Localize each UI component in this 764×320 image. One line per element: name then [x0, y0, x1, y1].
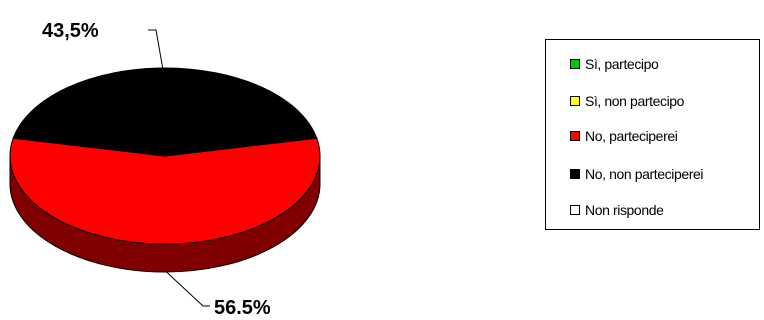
legend-item-si-non-partecipo: Sì, non partecipo	[570, 91, 684, 111]
legend-item-non-risponde: Non risponde	[570, 200, 664, 220]
leader-line-bottom	[166, 271, 210, 307]
pie-slice-no-non-parteciperei	[12, 67, 318, 157]
data-label-no-parteciperei: 56.5%	[214, 297, 271, 319]
legend-label: Non risponde	[585, 202, 664, 218]
data-label-no-non-parteciperei: 43,5%	[42, 20, 99, 42]
legend-item-si-partecipo: Sì, partecipo	[570, 54, 659, 74]
legend-swatch-yellow	[570, 96, 580, 106]
legend-label: Sì, partecipo	[585, 56, 659, 72]
legend-label: Sì, non partecipo	[585, 93, 685, 109]
legend-label: No, parteciperei	[585, 128, 678, 144]
legend-item-no-parteciperei: No, parteciperei	[570, 126, 678, 146]
leader-line-top	[148, 29, 164, 69]
legend-swatch-green	[570, 59, 580, 69]
legend-swatch-black	[570, 169, 580, 179]
legend-label: No, non parteciperei	[585, 166, 704, 182]
pie-slice-no-parteciperei	[9, 137, 321, 245]
legend: Sì, partecipo Sì, non partecipo No, part…	[545, 39, 760, 230]
legend-swatch-white	[570, 205, 580, 215]
legend-item-no-non-parteciperei: No, non parteciperei	[570, 164, 703, 184]
legend-swatch-red	[570, 131, 580, 141]
